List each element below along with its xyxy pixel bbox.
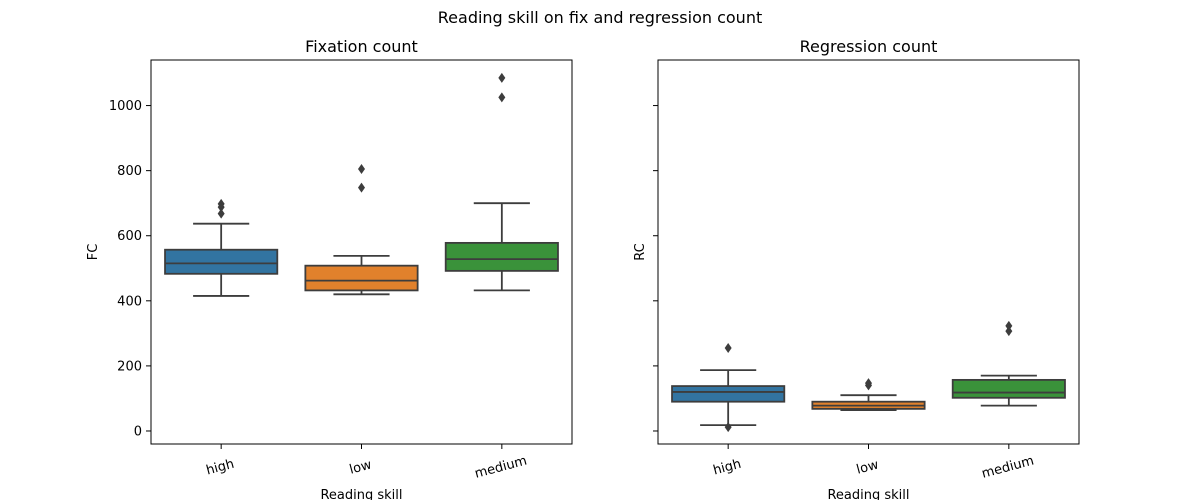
outlier-point <box>358 182 365 193</box>
fixation-count-box-low <box>304 164 419 296</box>
outlier-point <box>724 343 732 353</box>
fixation-count-title: Fixation count <box>305 37 418 56</box>
regression-count-box-medium <box>951 320 1066 407</box>
fixation-count-frame <box>150 59 573 445</box>
regression-count-x-tick-label-low: low <box>855 457 881 477</box>
fixation-count-y-tick-label: 200 <box>117 359 142 374</box>
fixation-count-y-tick-label: 800 <box>117 164 142 179</box>
iqr-box <box>164 248 279 275</box>
outlier-point <box>217 198 225 209</box>
regression-count-marks <box>671 320 1066 433</box>
fixation-count-panel: Fixation count 0 200 400 600 800 1000 high low… <box>86 37 573 500</box>
outlier-point <box>1005 320 1013 331</box>
outlier-point <box>1005 326 1013 337</box>
fixation-count-x-tick-label-high: high <box>205 457 236 479</box>
fixation-count-y-label: FC <box>86 244 101 261</box>
fixation-count-x-tick-label-low: low <box>348 457 374 477</box>
regression-count-title: Regression count <box>800 37 938 56</box>
fixation-count-y-axis: 0 200 400 600 800 1000 <box>109 99 151 439</box>
outlier-point <box>498 72 506 83</box>
fixation-count-box-high <box>164 198 279 297</box>
fixation-count-y-tick-label: 1000 <box>109 99 142 114</box>
iqr-box <box>444 241 559 272</box>
outlier-point <box>724 422 732 433</box>
outlier-point <box>217 208 225 219</box>
outlier-point <box>498 92 506 103</box>
fixation-count-marks <box>164 72 559 297</box>
fixation-count-y-tick-label: 600 <box>117 229 142 244</box>
iqr-box <box>304 264 419 292</box>
outlier-point <box>865 378 872 389</box>
fixation-count-y-tick-label: 400 <box>117 294 142 309</box>
regression-count-x-tick-label-high: high <box>712 457 743 479</box>
fixation-count-y-tick-label: 0 <box>134 424 142 439</box>
regression-count-box-low <box>811 378 926 412</box>
regression-count-y-label: RC <box>633 243 648 260</box>
iqr-box <box>671 385 786 403</box>
outlier-point <box>358 164 365 175</box>
figure-suptitle: Reading skill on fix and regression coun… <box>438 8 762 27</box>
regression-count-y-axis <box>653 105 658 432</box>
iqr-box <box>951 378 1066 399</box>
fixation-count-x-label: Reading skill <box>320 488 402 500</box>
regression-count-x-label: Reading skill <box>827 488 909 500</box>
regression-count-frame <box>657 59 1080 445</box>
regression-count-box-high <box>671 343 786 433</box>
fixation-count-box-medium <box>444 72 559 292</box>
